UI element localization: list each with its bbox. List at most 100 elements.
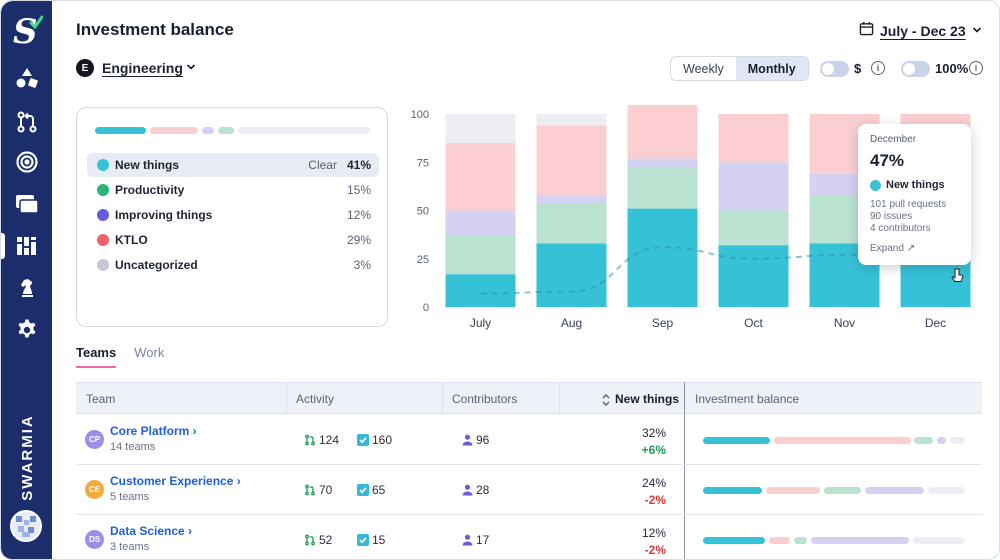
balance-segment [810,537,910,544]
column-contributors[interactable]: Contributors [452,392,518,406]
contributors-count: 96 [462,433,489,447]
pull-requests-count: 124 [304,433,339,447]
balance-segment [769,537,790,544]
bar-segment-productivity [627,168,698,209]
team-subtitle: 14 teams [110,441,156,453]
table-row[interactable]: DS Data Science › 3 teams 52 15 17 12% -2% [76,515,982,559]
sort-icon[interactable] [602,393,610,411]
sidebar: S SWARMIA [1,1,52,559]
clear-button[interactable]: Clear [308,158,337,172]
granularity-toggle: Weekly Monthly [670,56,809,81]
page-title: Investment balance [76,20,234,39]
balance-segment [936,437,946,444]
expand-link[interactable]: Expand ↗ [870,243,916,254]
legend-dot [97,159,109,171]
trend-line [480,246,936,295]
bar-segment-productivity [536,202,607,244]
y-tick-label: 100 [411,109,429,121]
legend-item-new-things[interactable]: New things Clear 41% [87,153,379,177]
table-header: Team Activity Contributors New things In… [76,382,982,415]
team-subtitle: 5 teams [110,491,150,503]
legend-item-label: New things [115,158,180,172]
svg-text:S: S [13,12,38,49]
issues-count: 160 [357,433,392,447]
tooltip-dot [870,179,881,191]
info-icon[interactable]: i [871,61,885,75]
new-things-value: 24% -2% [642,475,666,509]
info-icon[interactable]: i [969,61,983,75]
team-name-link[interactable]: Core Platform › [110,424,197,438]
pull-request-icon [305,434,315,446]
category-legend-card: New things Clear 41% Productivity 15% Im… [76,107,388,327]
balance-segment [703,537,766,544]
table-row[interactable]: CE Customer Experience › 5 teams 70 65 28 24% -… [76,465,982,515]
issue-check-icon [357,534,369,546]
team-avatar: CP [85,430,104,449]
percent-toggle[interactable] [901,61,930,77]
legend-item-label: Uncategorized [115,258,198,272]
target-icon[interactable] [14,149,40,175]
brand-wordmark: SWARMIA [18,413,36,501]
legend-item-pct: 3% [353,258,371,272]
date-range-picker[interactable]: July - Dec 23 [859,21,982,41]
column-new-things[interactable]: New things [615,392,680,406]
pull-requests-value: 124 [319,433,340,447]
team-name-link[interactable]: Data Science › [110,524,193,538]
currency-toggle-label: $ [854,61,862,76]
currency-toggle[interactable] [820,61,849,77]
team-badge: E [76,59,94,77]
legend-item-pct: 15% [346,183,371,197]
issues-count: 15 [357,533,385,547]
logo-icon[interactable]: S [11,11,44,52]
new-things-value: 12% -2% [642,525,666,559]
new-things-delta: -2% [644,543,666,557]
legend-bar-ktlo [150,127,198,134]
investment-icon[interactable] [14,233,40,259]
column-investment-balance[interactable]: Investment balance [695,392,800,406]
chess-knight-icon[interactable] [14,275,40,301]
issue-check-icon [357,484,369,496]
legend-item-uncategorized[interactable]: Uncategorized 3% [87,253,379,277]
shapes-icon[interactable] [14,65,40,91]
person-icon [462,484,473,496]
cards-icon[interactable] [14,191,40,217]
issues-count: 65 [357,483,385,497]
legend-item-pct: 29% [346,233,371,247]
tooltip-contributors: 4 contributors [870,223,931,234]
issues-value: 65 [372,483,386,497]
granularity-weekly[interactable]: Weekly [683,61,724,76]
legend-item-ktlo[interactable]: KTLO 29% [87,228,379,252]
gear-icon[interactable] [14,317,40,343]
user-avatar[interactable] [10,510,42,542]
team-selector[interactable]: E Engineering [76,59,196,77]
y-tick-label: 0 [423,302,429,314]
bar-segment-uncategorized [536,114,607,126]
bar-segment-new-things [627,208,698,307]
tab-work[interactable]: Work [134,345,165,360]
team-subtitle: 3 teams [110,541,150,553]
legend-dot [97,234,109,246]
legend-item-label: Productivity [115,183,185,197]
calendar-icon [859,21,874,41]
pull-request-icon[interactable] [14,109,40,135]
balance-segment [928,487,965,494]
legend-item-productivity[interactable]: Productivity 15% [87,178,379,202]
balance-segment [865,487,925,494]
legend-item-improving-things[interactable]: Improving things 12% [87,203,379,227]
tooltip-prs: 101 pull requests [870,199,947,210]
date-range-label: July - Dec 23 [880,23,966,39]
x-tick-label: Dec [925,316,946,330]
team-name-link[interactable]: Customer Experience › [110,474,241,488]
legend-bar-new-things [95,127,146,134]
granularity-monthly[interactable]: Monthly [735,57,808,80]
column-team[interactable]: Team [86,392,116,406]
tab-teams[interactable]: Teams [76,345,117,368]
column-divider [684,382,685,559]
contributors-value: 17 [476,533,490,547]
issue-check-icon [357,434,369,446]
bar-segment-new-things [445,274,516,307]
balance-segment [703,487,762,494]
balance-segment [766,487,821,494]
column-activity[interactable]: Activity [296,392,335,406]
table-row[interactable]: CP Core Platform › 14 teams 124 160 96 32% +6% [76,415,982,465]
